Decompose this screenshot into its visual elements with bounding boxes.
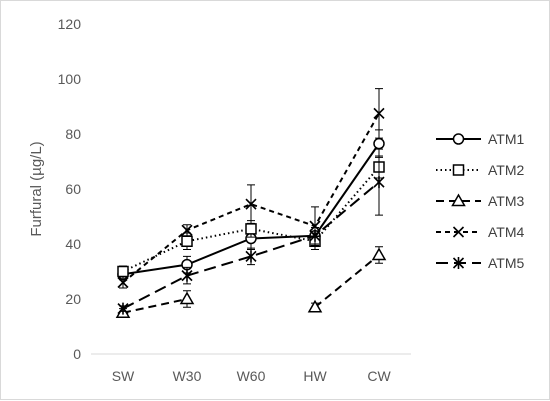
y-tick-label: 40 (65, 236, 81, 252)
atm5-point (309, 229, 321, 242)
atm1-point (373, 137, 385, 150)
y-axis-title: Furfural (µg/L) (28, 141, 45, 236)
atm5-point (181, 269, 193, 282)
y-tick-label: 80 (65, 126, 81, 142)
x-tick-label: W30 (173, 368, 202, 384)
y-tick-label: 120 (58, 16, 82, 32)
atm4-point (181, 224, 193, 236)
atm5-legend-marker (452, 257, 465, 269)
atm4-point (373, 107, 385, 119)
atm4-point (245, 198, 257, 210)
atm4-legend-label: ATM4 (488, 224, 525, 240)
atm4-point (117, 276, 129, 289)
y-tick-label: 0 (73, 346, 81, 362)
atm5-point (373, 176, 385, 189)
atm4-point (309, 220, 321, 232)
y-tick-label: 100 (58, 71, 82, 87)
x-tick-label: W60 (237, 368, 266, 384)
x-tick-label: CW (367, 368, 391, 384)
y-tick-label: 60 (65, 181, 81, 197)
atm3-series-line (122, 254, 380, 314)
atm2-legend-marker (452, 164, 465, 176)
atm2-point (245, 223, 257, 235)
atm2-legend-label: ATM2 (488, 162, 525, 178)
atm5-legend-label: ATM5 (488, 255, 525, 271)
atm3-point (371, 247, 387, 261)
atm5-point (245, 250, 257, 263)
atm1-legend-label: ATM1 (488, 131, 525, 147)
x-tick-label: HW (303, 368, 327, 384)
atm4-legend-marker (452, 226, 465, 238)
atm2-point (181, 235, 193, 247)
y-tick-label: 20 (65, 291, 81, 307)
atm3-legend-marker (451, 193, 466, 207)
atm3-point (179, 291, 195, 305)
atm1-legend-marker (452, 133, 465, 145)
atm3-point (307, 299, 323, 313)
atm2-point (117, 265, 129, 278)
atm3-legend-label: ATM3 (488, 193, 525, 209)
atm4-series-line (122, 112, 380, 284)
x-tick-label: SW (112, 368, 135, 384)
atm5-point (117, 302, 129, 315)
